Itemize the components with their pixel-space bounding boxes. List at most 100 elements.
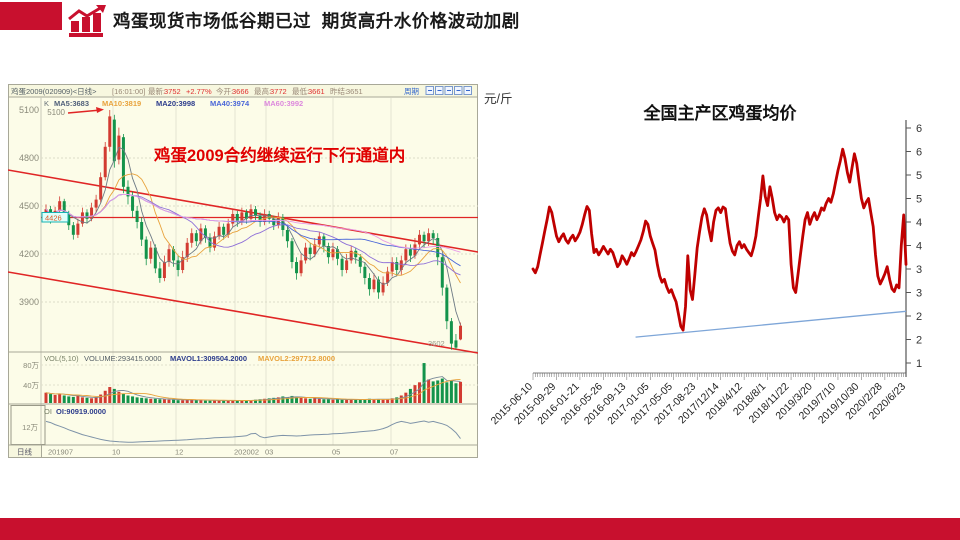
candle-body (144, 239, 148, 259)
volume-bar (354, 399, 358, 403)
candle-body (358, 257, 362, 267)
candle-body (58, 201, 62, 211)
volume-bar (436, 380, 440, 403)
volume-bar (358, 399, 362, 403)
candle-body (199, 228, 203, 242)
candle-body (80, 212, 84, 224)
volume-bar (281, 396, 285, 403)
ma-indicator-value: MA60:3992 (264, 99, 303, 108)
candle-body (67, 214, 71, 226)
header-red-block (0, 2, 62, 30)
candle-body (108, 116, 112, 147)
price-axis-label: 4500 (19, 201, 39, 211)
candle-body (190, 233, 194, 243)
volume-bar (313, 398, 317, 403)
candle-body (222, 226, 226, 235)
volume-bar (267, 398, 271, 403)
volume-bar (235, 400, 239, 403)
volume-bar (377, 399, 381, 403)
candle-body (135, 210, 139, 222)
level-tag-label: 4426 (45, 214, 62, 223)
candle-body (203, 228, 207, 238)
candle-body (99, 177, 103, 200)
quote-field-value: 3651 (346, 87, 363, 96)
candle-body (308, 247, 312, 254)
candle-body (304, 247, 308, 261)
ma60-line (45, 193, 461, 253)
peak-arrow-head (96, 107, 104, 113)
volume-bar (363, 399, 367, 403)
quote-field-value: 3752 (164, 87, 181, 96)
volume-bar (153, 398, 157, 403)
candle-body (363, 266, 367, 278)
candle-body (285, 230, 289, 242)
candle-body (208, 238, 212, 248)
volume-bar (185, 399, 189, 403)
volume-bar (226, 400, 230, 403)
price-axis-label: 4800 (19, 153, 39, 163)
volume-bar (140, 397, 144, 403)
candle-body (112, 119, 116, 162)
volume-bar (272, 397, 276, 403)
candle-body (254, 209, 258, 216)
volume-bar (167, 399, 171, 403)
volume-bar (203, 400, 207, 403)
y-axis-tick-label: 4 (916, 217, 922, 229)
volume-bar (340, 399, 344, 403)
candle-body (413, 244, 417, 256)
volume-bar (459, 381, 463, 403)
candle-body (459, 325, 463, 340)
candle-body (445, 287, 449, 322)
candle-body (449, 321, 453, 344)
candle-body (94, 199, 98, 208)
peak-price-label: 5100 (47, 108, 65, 117)
volume-bar (285, 397, 289, 403)
ma-indicator-value: MA40:3974 (210, 99, 250, 108)
volume-bar (249, 400, 253, 403)
price-axis-label: 5100 (19, 105, 39, 115)
quote-time: [16:01:00] (112, 87, 145, 96)
open-interest-line (45, 420, 461, 443)
candle-body (167, 249, 171, 262)
volume-bar (217, 400, 221, 403)
y-axis-tick-label: 2 (916, 311, 922, 323)
volume-bar (381, 399, 385, 403)
price-series-line (531, 147, 908, 332)
volume-bar (208, 400, 212, 403)
candle-body (436, 238, 440, 258)
quote-field-value: 3666 (232, 87, 249, 96)
volume-bar (149, 398, 153, 403)
candle-body (90, 207, 94, 219)
volume-bar (395, 397, 399, 403)
candle-body (158, 268, 162, 278)
info-bar-background (9, 85, 477, 97)
volume-indicator-value: MAVOL2:297712.8000 (258, 354, 335, 363)
volume-bar (240, 400, 244, 403)
candle-body (340, 258, 344, 270)
candle-body (377, 279, 381, 293)
volume-bar (390, 398, 394, 403)
volume-bar (427, 379, 431, 403)
volume-bar (440, 378, 444, 403)
ma-indicator-value: MA10:3819 (102, 99, 141, 108)
volume-bar (290, 395, 294, 403)
volume-bar (62, 395, 66, 403)
y-axis-tick-label: 2 (916, 335, 922, 347)
volume-bar (144, 398, 148, 403)
volume-bar (413, 385, 417, 403)
price-axis-label: 4200 (19, 249, 39, 259)
candle-body (422, 234, 426, 242)
quote-field-value: 3661 (308, 87, 325, 96)
candle-body (454, 340, 458, 348)
volume-bar (194, 400, 198, 403)
volume-bar (53, 395, 57, 403)
volume-bar (176, 400, 180, 403)
volume-indicator-value: VOLUME:293415.0000 (84, 354, 162, 363)
candle-body (299, 260, 303, 274)
candle-body (172, 249, 176, 261)
y-axis-tick-label: 5 (916, 170, 922, 182)
quote-field-label: 昨结: (330, 86, 347, 96)
futures-kline-chart: 5100 4800 4500 4200 3900 5100 4426 3602 80万 40万 12… (8, 84, 478, 458)
volume-bar (67, 396, 71, 403)
volume-bar (408, 388, 412, 403)
